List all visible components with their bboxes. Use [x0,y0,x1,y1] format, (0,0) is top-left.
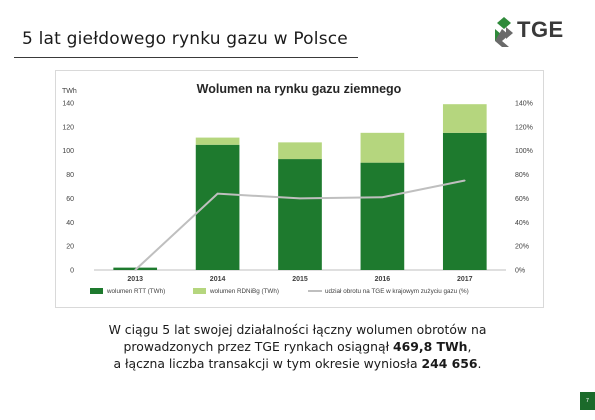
tge-logo: TGE [493,17,583,49]
caption-line-2: prowadzonych przez TGE rynkach osiągnął … [40,338,555,355]
legend-label-0: wolumen RTT (TWh) [106,288,165,295]
bar-rtt-2016 [360,162,405,270]
volume-chart: Wolumen na rynku gazu ziemnego TWh 0 20 40 60… [55,70,544,308]
y-tick-label: 80 [66,172,74,179]
chart-title: Wolumen na rynku gazu ziemnego [197,82,402,96]
caption-transactions: 244 656 [421,356,478,371]
share-point-2016 [381,196,384,199]
y-tick-label: 120 [62,124,74,131]
y2-tick-label: 100% [515,148,533,155]
y-tick-label: 60 [66,196,74,203]
summary-caption: W ciągu 5 lat swojej działalności łączny… [40,321,555,372]
logo-text: TGE [517,17,564,42]
y-tick-label: 40 [66,220,74,227]
tge-logo-icon [495,17,513,47]
y2-tick-label: 20% [515,244,529,251]
bar-ronibg-2014 [195,137,240,145]
x-tick-label: 2016 [375,276,391,283]
caption-line-2-end: , [467,339,472,354]
x-tick-label: 2013 [127,276,143,283]
y-tick-label: 140 [62,101,74,108]
y2-tick-label: 80% [515,172,529,179]
caption-total-volume: 469,8 TWh [393,339,468,354]
caption-line-2-text: prowadzonych przez TGE rynkach osiągnął [123,339,394,354]
title-divider [14,57,358,58]
y2-tick-label: 60% [515,196,529,203]
caption-line-1: W ciągu 5 lat swojej działalności łączny… [108,322,487,337]
x-tick-label: 2015 [292,276,308,283]
caption-line-3-text: a łączna liczba transakcji w tym okresie… [113,356,422,371]
legend-label-1: wolumen RDNiBg (TWh) [209,288,279,295]
share-point-2013 [134,269,136,271]
bar-rtt-2017 [442,132,487,270]
bar-ronibg-2015 [278,142,322,160]
y2-tick-label: 40% [515,220,529,227]
slide-title: 5 lat giełdowego rynku gazu w Polsce [22,29,348,49]
caption-line-3-end: . [477,356,482,371]
y-tick-label: 100 [62,148,74,155]
y2-tick-label: 140% [515,101,533,108]
share-point-2017 [464,179,466,182]
legend-swatch-0 [90,288,103,294]
legend-swatch-1 [193,288,206,294]
share-point-2015 [299,197,301,200]
bar-ronibg-2016 [360,132,405,163]
chart-canvas: Wolumen na rynku gazu ziemnego TWh 0 20 40 60… [62,82,533,295]
y2-tick-label: 120% [515,124,533,131]
caption-line-3: a łączna liczba transakcji w tym okresie… [40,355,555,372]
bar-rtt-2015 [278,159,322,270]
share-point-2014 [216,192,219,195]
page-number: 7 [580,392,595,410]
x-tick-label: 2014 [210,276,226,283]
x-tick-label: 2017 [457,276,473,283]
bar-ronibg-2017 [442,104,487,133]
y-tick-label: 20 [66,244,74,251]
y-tick-label: 0 [70,268,74,275]
legend-label-2: udział obrotu na TGE w krajowym zużyciu … [325,288,469,295]
y-axis-label: TWh [62,88,77,95]
y2-tick-label: 0% [515,268,525,275]
